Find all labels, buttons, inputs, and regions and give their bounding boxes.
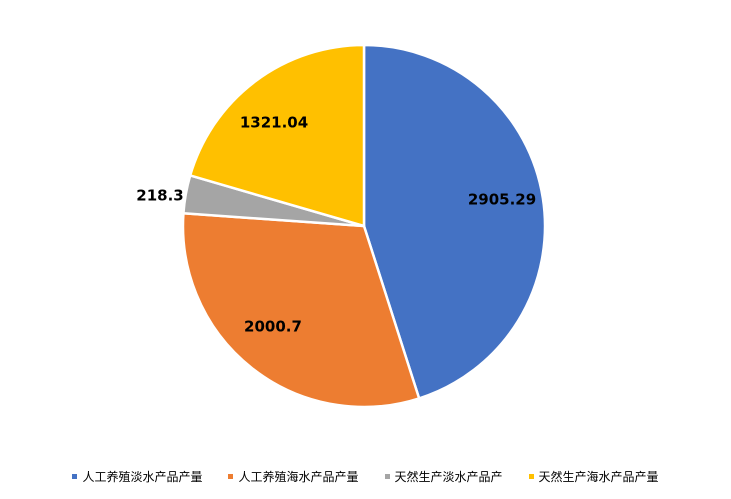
data-label: 218.3 bbox=[136, 187, 183, 205]
legend-item: 人工养殖海水产品产量 bbox=[228, 468, 359, 485]
data-label: 2905.29 bbox=[468, 191, 536, 209]
legend-item: 天然生产淡水产品产 bbox=[384, 468, 503, 485]
pie-slice bbox=[181, 212, 421, 409]
legend-item: 人工养殖淡水产品产量 bbox=[72, 468, 202, 485]
legend-swatch bbox=[384, 473, 390, 479]
legend-label: 人工养殖淡水产品产量 bbox=[82, 469, 203, 484]
legend-swatch bbox=[72, 473, 78, 479]
pie-slice bbox=[362, 43, 547, 400]
legend-label: 天然生产海水产品产量 bbox=[538, 469, 659, 484]
legend-swatch bbox=[228, 473, 234, 479]
legend-swatch bbox=[528, 473, 534, 479]
legend: 人工养殖淡水产品产量 人工养殖海水产品产量 天然生产淡水产品产 天然生产海水产品… bbox=[0, 466, 731, 486]
legend-item: 天然生产海水产品产量 bbox=[528, 468, 659, 485]
data-label: 1321.04 bbox=[240, 114, 308, 132]
data-label: 2000.7 bbox=[244, 318, 302, 336]
pie-slices bbox=[181, 43, 547, 409]
pie-data-labels: 2905.29 2000.7 218.3 1321.04 bbox=[136, 114, 536, 336]
pie-slice bbox=[188, 43, 366, 228]
legend-label: 人工养殖海水产品产量 bbox=[238, 469, 359, 484]
legend-label: 天然生产淡水产品产 bbox=[394, 469, 503, 484]
